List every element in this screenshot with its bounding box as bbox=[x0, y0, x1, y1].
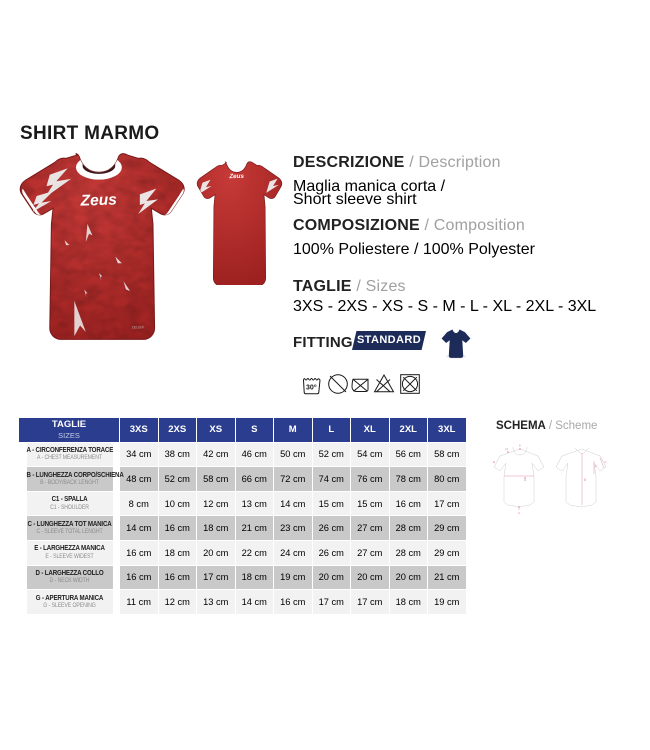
svg-text:E: E bbox=[595, 464, 597, 468]
svg-text:1: 1 bbox=[492, 458, 493, 462]
svg-text:D: D bbox=[605, 460, 607, 464]
svg-text:Zeus: Zeus bbox=[79, 191, 117, 209]
svg-text:ZEUS®: ZEUS® bbox=[132, 326, 145, 330]
svg-text:B: B bbox=[519, 444, 521, 448]
svg-text:Zeus: Zeus bbox=[228, 173, 244, 180]
svg-text:30o: 30o bbox=[306, 383, 317, 392]
svg-text:B: B bbox=[584, 478, 586, 482]
svg-text:A: A bbox=[524, 478, 527, 482]
svg-text:G: G bbox=[518, 511, 520, 515]
svg-text:C1: C1 bbox=[505, 447, 509, 451]
